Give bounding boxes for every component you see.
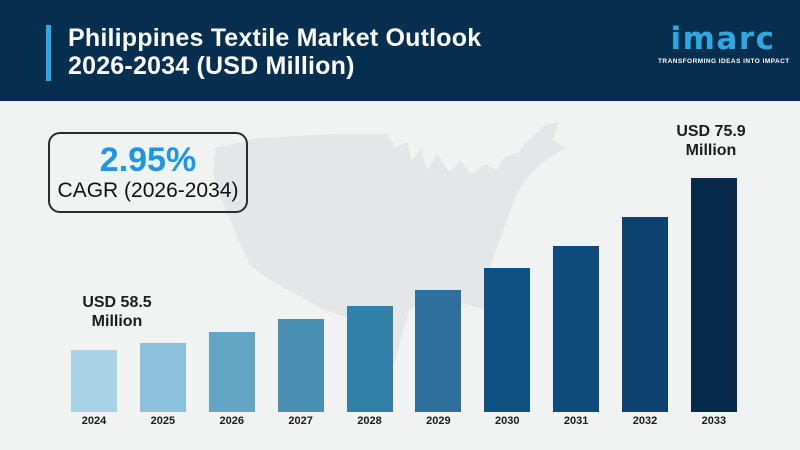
chart-bar-2027 [277,319,324,412]
axis-label-2031: 2031 [563,415,589,427]
bar-chart: 2024 2025 2026 2027 2028 2029 2030 2031 2032 2033 [71,176,737,427]
imarc-logo-tagline: TRANSFORMING IDEAS INTO IMPACT [658,58,790,65]
chart-bar-2030 [484,268,531,412]
title-accent-bar [46,25,51,81]
bar-column-2029: 2029 [415,290,462,427]
bar-column-2032: 2032 [622,217,668,427]
axis-label-2029: 2029 [426,415,451,427]
axis-label-2030: 2030 [495,415,520,427]
page-title-line2: 2026-2034 (USD Million) [68,52,355,80]
bar-column-2025: 2025 [139,343,186,427]
chart-bar-2031 [553,246,600,412]
us-map-svg [213,122,565,373]
chart-bar-2026 [208,332,255,412]
axis-label-2032: 2032 [632,415,658,427]
chart-bar-2032 [622,217,668,412]
imarc-logo: imarc TRANSFORMING IDEAS INTO IMPACT [658,21,790,65]
bar-column-2026: 2026 [208,332,255,427]
end-value-line1: USD 75.9 [676,123,746,140]
bar-column-2027: 2027 [277,319,324,427]
page-title-line1: Philippines Textile Market Outlook [68,24,482,52]
bar-column-2030: 2030 [484,268,531,427]
axis-label-2025: 2025 [150,415,176,427]
us-map-silhouette [203,118,603,408]
page-title: Philippines Textile Market Outlook 2026-… [68,24,481,80]
chart-bar-2028 [346,306,393,412]
axis-label-2027: 2027 [288,415,313,427]
cagr-value: 2.95% [99,140,197,179]
bar-column-2024: 2024 [71,350,117,427]
end-value-line2: Million [685,142,737,159]
start-value-label: USD 58.5 Million [37,293,197,331]
chart-bar-2029 [415,290,462,412]
imarc-logo-wordmark: imarc [670,21,776,57]
start-value-line1: USD 58.5 [82,294,152,311]
chart-bar-2024 [71,350,117,412]
bar-column-2031: 2031 [553,246,600,427]
cagr-label: CAGR (2026-2034) [57,178,239,202]
axis-label-2033: 2033 [701,415,727,427]
start-value-line2: Million [91,313,143,330]
chart-bar-2033 [690,178,737,412]
bar-column-2033: 2033 [690,178,737,427]
bar-column-2028: 2028 [346,306,393,427]
header-band: Philippines Textile Market Outlook 2026-… [0,0,800,101]
axis-label-2026: 2026 [219,415,244,427]
axis-label-2028: 2028 [357,415,382,427]
axis-label-2024: 2024 [81,415,107,427]
cagr-badge: 2.95% CAGR (2026-2034) [48,132,248,213]
end-value-label: USD 75.9 Million [631,122,791,160]
chart-bar-2025 [139,343,186,412]
